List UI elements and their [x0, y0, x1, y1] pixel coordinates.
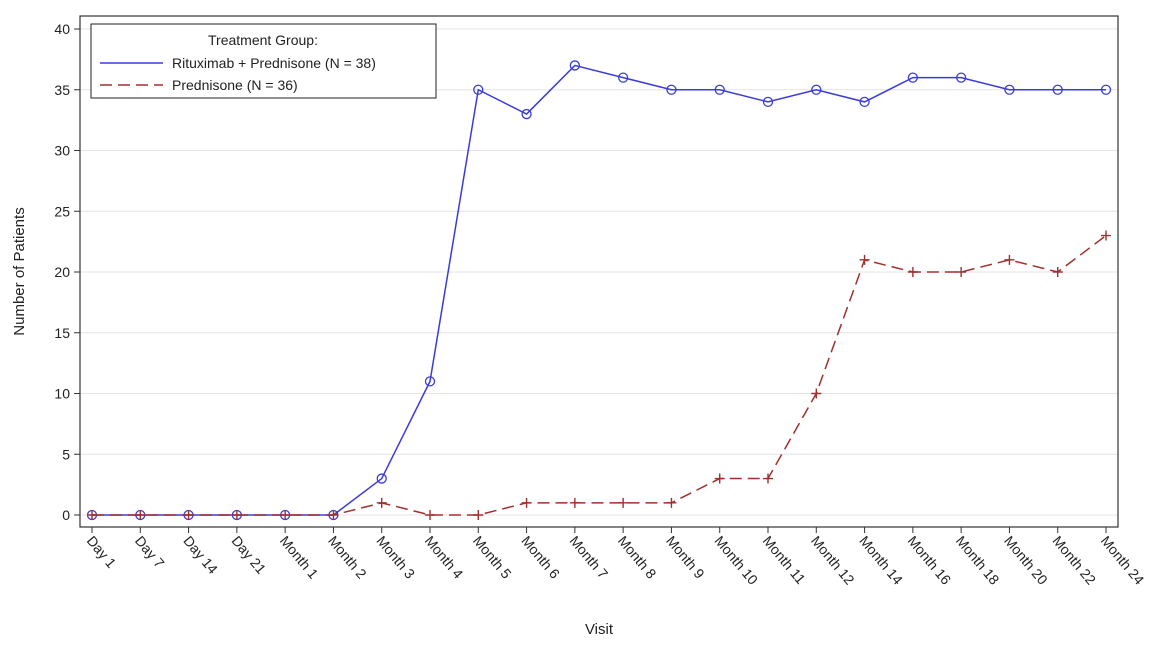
data-point	[617, 72, 629, 83]
data-point	[183, 510, 194, 520]
y-axis: 0 5 10 15 20 25 30 35 40	[54, 21, 80, 523]
gridlines	[80, 28, 1118, 516]
x-axis: Day 1 Day 7 Day 14 Day 21 Month 1 Month 2 Mont…	[84, 527, 1148, 588]
data-point	[1101, 230, 1111, 241]
x-tick-label: Month 2	[325, 533, 370, 582]
x-tick-label: Month 18	[953, 533, 1003, 588]
data-point	[376, 497, 387, 508]
data-point	[714, 84, 725, 95]
legend-title: Treatment Group:	[208, 32, 318, 48]
data-point	[763, 473, 773, 484]
data-point	[956, 267, 967, 277]
y-tick-label: 30	[54, 143, 70, 159]
x-tick-label: Month 1	[277, 533, 322, 582]
data-point	[1004, 84, 1015, 95]
y-tick-label: 5	[62, 446, 70, 462]
x-tick-label: Month 20	[1001, 533, 1051, 588]
x-tick-label: Day 21	[229, 533, 270, 577]
data-point	[569, 497, 580, 508]
data-point	[955, 72, 967, 83]
data-point	[569, 60, 581, 71]
x-tick-label: Month 3	[373, 533, 418, 582]
data-point	[907, 72, 919, 83]
x-tick-label: Day 14	[180, 533, 221, 577]
data-point	[1100, 84, 1112, 95]
data-point	[859, 96, 870, 108]
x-tick-label: Month 24	[1098, 533, 1148, 588]
y-tick-label: 20	[54, 264, 70, 280]
legend: Treatment Group: Rituximab + Prednisone …	[90, 23, 437, 99]
y-tick-label: 35	[54, 82, 70, 98]
series-line-1	[92, 234, 1107, 516]
legend-box	[90, 23, 437, 99]
x-tick-label: Month 4	[422, 533, 467, 582]
data-point	[473, 84, 484, 95]
y-tick-label: 15	[54, 325, 70, 341]
data-point	[425, 510, 435, 520]
data-point	[1004, 254, 1015, 265]
x-tick-label: Month 9	[663, 533, 708, 582]
x-tick-label: Month 16	[905, 533, 955, 588]
x-axis-title: Visit	[585, 621, 614, 638]
y-tick-label: 25	[54, 203, 70, 219]
data-point	[328, 510, 339, 520]
x-tick-label: Month 12	[808, 533, 858, 588]
data-point	[376, 473, 387, 484]
y-tick-label: 40	[54, 21, 70, 37]
data-point	[811, 388, 822, 399]
data-point	[762, 96, 774, 108]
x-tick-label: Month 22	[1049, 533, 1099, 588]
data-point	[811, 84, 822, 95]
data-point	[714, 473, 725, 484]
data-point	[859, 254, 870, 265]
data-point	[135, 510, 146, 520]
data-point	[521, 108, 532, 120]
data-point	[521, 497, 532, 508]
x-tick-label: Day 7	[132, 533, 168, 571]
x-tick-label: Day 1	[84, 533, 120, 571]
x-tick-label: Month 5	[470, 533, 515, 582]
x-tick-label: Month 11	[760, 533, 809, 587]
data-point	[280, 510, 291, 520]
x-tick-label: Month 7	[567, 533, 612, 582]
series-line-0	[92, 64, 1106, 516]
data-point	[1052, 84, 1063, 95]
x-tick-label: Month 8	[615, 533, 660, 582]
y-tick-label: 10	[54, 386, 70, 402]
x-tick-label: Month 14	[856, 533, 906, 588]
data-point	[87, 510, 97, 520]
data-point	[1052, 267, 1063, 277]
series-layer	[86, 60, 1112, 521]
legend-label-prednisone: Prednisone (N = 36)	[172, 77, 298, 93]
data-point	[618, 497, 629, 508]
x-tick-label: Month 6	[518, 533, 563, 582]
data-point	[666, 497, 677, 508]
data-point	[473, 510, 484, 520]
x-tick-label: Month 10	[711, 533, 761, 588]
data-point	[231, 510, 242, 520]
y-tick-label: 0	[62, 507, 70, 523]
data-point	[907, 267, 918, 277]
data-point	[666, 84, 677, 95]
data-point	[424, 376, 436, 387]
legend-label-rituximab-prednisone: Rituximab + Prednisone (N = 38)	[172, 55, 376, 71]
y-axis-title: Number of Patients	[11, 207, 28, 335]
